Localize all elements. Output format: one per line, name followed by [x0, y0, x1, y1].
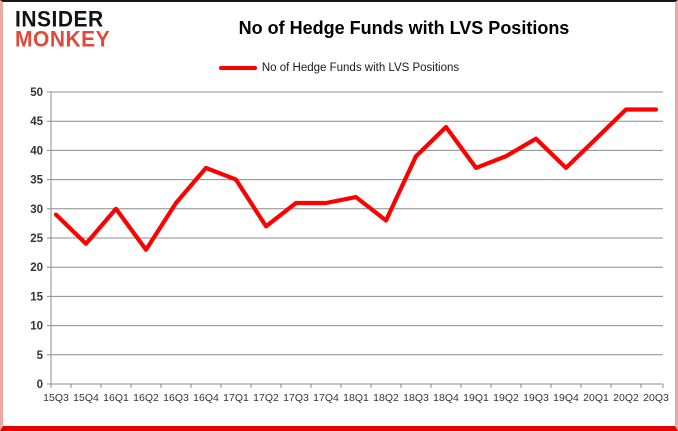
- x-tick-label: 15Q4: [73, 392, 99, 404]
- y-tick-label: 5: [37, 350, 44, 362]
- x-tick-label: 18Q1: [343, 392, 369, 404]
- y-tick-label: 0: [37, 379, 43, 391]
- x-tick-label: 17Q2: [253, 392, 279, 404]
- chart-title: No of Hedge Funds with LVS Positions: [238, 18, 570, 38]
- x-tick-label: 20Q1: [583, 392, 609, 404]
- x-tick-label: 18Q2: [373, 392, 399, 404]
- legend-line-swatch: [218, 66, 257, 70]
- y-axis-labels: 0 5 10 15 20 25 30 35 40 45 50: [30, 87, 43, 391]
- legend-label: No of Hedge Funds with LVS Positions: [261, 62, 460, 74]
- x-axis-labels: 15Q3 15Q4 16Q1 16Q2 16Q3 16Q4 17Q1 17Q2 17Q3 17Q4…: [43, 392, 669, 404]
- series-line: [53, 107, 659, 252]
- x-tick-label: 17Q3: [283, 392, 309, 404]
- x-tick-label: 18Q4: [433, 392, 459, 404]
- x-tick-label: 16Q1: [103, 392, 129, 404]
- plot-svg: 0 5 10 15 20 25 30 35 40 45 50 15Q3 15Q4 16Q1 16Q2 16Q3…: [30, 87, 669, 404]
- y-tick-label: 35: [30, 175, 43, 187]
- insider-monkey-logo: INSIDER MONKEY: [15, 7, 111, 52]
- x-tick-label: 20Q3: [643, 392, 669, 404]
- y-tick-label: 50: [30, 87, 43, 99]
- x-tick-label: 20Q2: [613, 392, 639, 404]
- logo-line-insider: INSIDER: [15, 7, 104, 32]
- x-tick-label: 18Q3: [403, 392, 429, 404]
- x-tick-label: 16Q4: [193, 392, 219, 404]
- y-tick-label: 15: [30, 291, 43, 303]
- x-axis-ticks: [50, 384, 664, 388]
- x-tick-label: 16Q3: [163, 392, 189, 404]
- x-tick-label: 19Q4: [553, 392, 579, 404]
- x-tick-label: 19Q3: [523, 392, 549, 404]
- y-tick-label: 25: [30, 233, 43, 245]
- x-tick-label: 16Q2: [133, 392, 159, 404]
- x-tick-label: 19Q2: [493, 392, 519, 404]
- y-tick-label: 10: [30, 321, 43, 333]
- x-tick-label: 15Q3: [43, 392, 69, 404]
- x-tick-label: 17Q1: [223, 392, 249, 404]
- logo-line-monkey: MONKEY: [15, 27, 111, 52]
- y-tick-label: 30: [30, 204, 43, 216]
- y-tick-label: 45: [30, 116, 43, 128]
- x-tick-label: 19Q1: [463, 392, 489, 404]
- x-tick-label: 17Q4: [313, 392, 339, 404]
- axes: [50, 92, 663, 385]
- y-tick-label: 40: [30, 145, 43, 157]
- legend: No of Hedge Funds with LVS Positions: [3, 62, 675, 74]
- y-tick-label: 20: [30, 262, 43, 274]
